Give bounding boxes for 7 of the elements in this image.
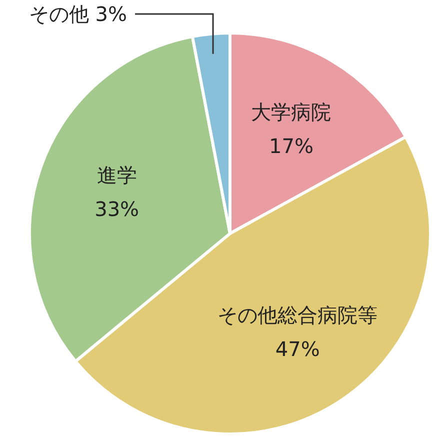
slice-label: その他総合病院等 (218, 303, 378, 328)
slice-label: その他 3% (28, 2, 128, 26)
slice-label: 大学病院 (251, 100, 332, 124)
data-label: 33% (94, 196, 140, 221)
data-label: 47% (275, 337, 320, 362)
data-label: 17% (269, 134, 314, 158)
slice-label: 進学 (96, 162, 137, 187)
